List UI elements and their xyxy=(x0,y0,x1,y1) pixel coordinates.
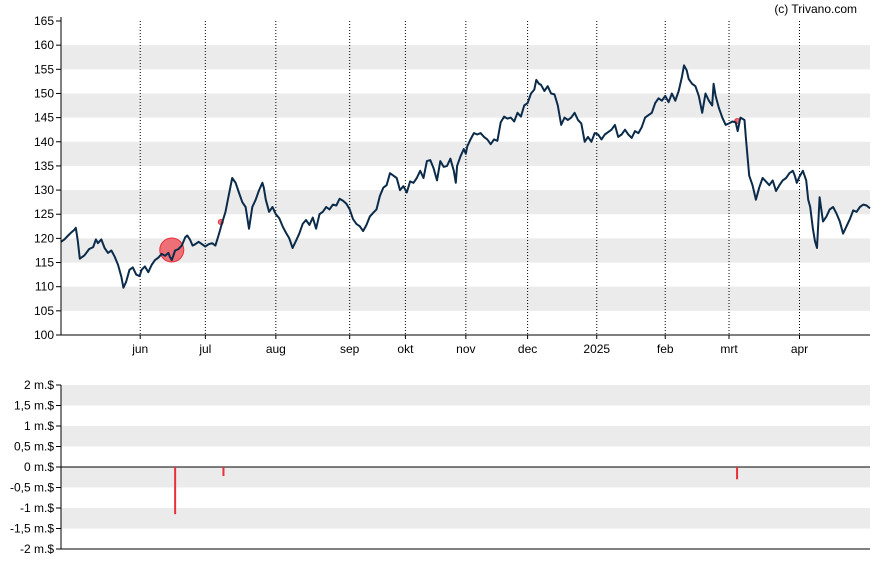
price-y-tick-label: 100 xyxy=(34,328,54,342)
price-y-tick-label: 130 xyxy=(34,183,54,197)
month-label: apr xyxy=(791,342,808,356)
month-label: mrt xyxy=(720,342,738,356)
volume-y-tick-label: -0,5 m.$ xyxy=(10,481,54,495)
price-chart xyxy=(60,64,871,289)
price-y-tick-label: 125 xyxy=(34,207,54,221)
month-label: 2025 xyxy=(583,342,610,356)
volume-y-tick-label: 0 m.$ xyxy=(24,460,54,474)
volume-y-tick-label: -1,5 m.$ xyxy=(10,522,54,536)
volume-grid-band xyxy=(61,426,870,447)
price-y-tick-label: 120 xyxy=(34,231,54,245)
price-y-tick-label: 155 xyxy=(34,62,54,76)
price-y-axis: 100 105 110 115 120 125 130 135 140 145 150 155 160 1… xyxy=(34,14,62,342)
volume-y-tick-label: 1 m.$ xyxy=(24,419,54,433)
price-y-tick-label: 135 xyxy=(34,159,54,173)
volume-grid-band xyxy=(61,508,870,529)
month-label: feb xyxy=(657,342,674,356)
volume-y-axis: -2 m.$ -1,5 m.$ -1 m.$ -0,5 m.$ 0 m.$ 0,5 m.$… xyxy=(10,378,870,556)
volume-grid-band xyxy=(61,467,870,488)
copyright-label: (c) Trivano.com xyxy=(774,2,857,16)
volume-y-tick-label: -2 m.$ xyxy=(20,542,54,556)
volume-y-tick-label: 2 m.$ xyxy=(24,378,54,392)
volume-y-tick-label: 1,5 m.$ xyxy=(14,399,54,413)
price-y-tick-label: 140 xyxy=(34,135,54,149)
volume-chart xyxy=(61,466,870,515)
volume-grid-bands xyxy=(61,385,870,529)
volume-y-tick-label: -1 m.$ xyxy=(20,501,54,515)
price-line xyxy=(60,64,871,289)
price-x-axis: jun jul aug sep okt nov dec 2025 feb mrt apr xyxy=(61,334,870,356)
price-y-tick-label: 165 xyxy=(34,14,54,28)
price-y-tick-label: 110 xyxy=(35,280,54,294)
price-y-tick-label: 115 xyxy=(35,256,54,270)
month-label: jun xyxy=(131,342,148,356)
month-label: jul xyxy=(198,342,211,356)
price-y-tick-label: 105 xyxy=(34,304,54,318)
price-grid-band xyxy=(61,286,870,311)
month-label: okt xyxy=(397,342,414,356)
price-y-tick-label: 160 xyxy=(34,38,54,52)
price-y-tick-label: 150 xyxy=(34,86,54,100)
volume-y-tick-label: 0,5 m.$ xyxy=(14,440,54,454)
month-label: dec xyxy=(518,342,537,356)
month-label: aug xyxy=(266,342,286,356)
month-label: sep xyxy=(340,342,360,356)
month-label: nov xyxy=(456,342,475,356)
price-y-tick-label: 145 xyxy=(34,111,54,125)
volume-grid-band xyxy=(61,385,870,406)
